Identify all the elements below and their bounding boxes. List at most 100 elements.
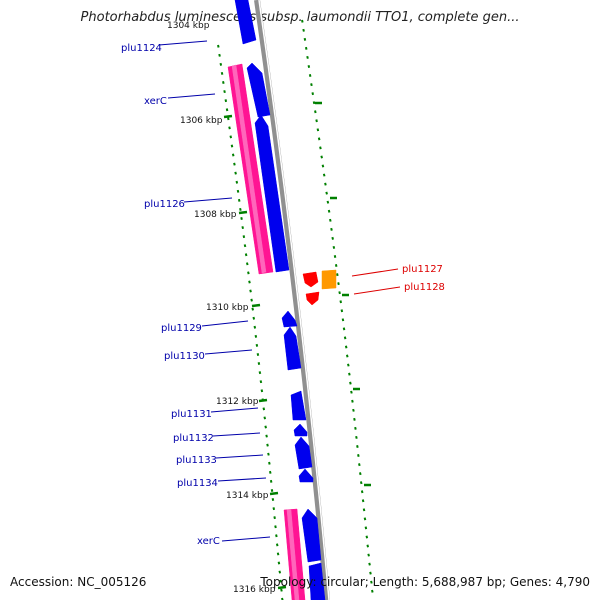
- gene-leader-line: [201, 320, 249, 327]
- inner-tick-track: [217, 44, 284, 600]
- tick-dash: [337, 282, 340, 286]
- gene-label-plu1128: plu1128: [404, 282, 445, 293]
- tick-dash: [280, 588, 283, 592]
- major-tick: [269, 491, 279, 496]
- gene-label-plu1127: plu1127: [402, 264, 443, 275]
- backbone-outer: [254, 0, 330, 600]
- tick-dash: [248, 280, 251, 284]
- cds-arrow-11: [308, 562, 326, 600]
- tick-dash: [258, 371, 262, 375]
- tick-dash: [330, 227, 333, 231]
- tick-dash: [331, 236, 334, 240]
- gene-leader-line: [210, 407, 259, 413]
- tick-dash: [229, 135, 233, 139]
- backbone-layer: [254, 0, 330, 600]
- tick-dash: [255, 343, 259, 347]
- tick-dash: [230, 144, 234, 148]
- tick-dash: [277, 561, 281, 565]
- tick-dash: [306, 55, 309, 59]
- tick-dash: [281, 597, 284, 600]
- scale-label: 1304 kbp: [167, 21, 210, 31]
- tick-dash: [308, 74, 312, 78]
- tick-dash: [365, 535, 369, 539]
- tick-dash: [325, 191, 328, 195]
- gene-leader-line: [221, 536, 271, 542]
- tick-dash: [301, 19, 304, 23]
- tick-dash: [228, 126, 231, 130]
- tick-dash: [332, 245, 336, 249]
- tick-dash: [336, 273, 339, 277]
- cds-arrow-3: [254, 114, 290, 273]
- tick-dash: [343, 336, 347, 340]
- gene-label-plu1132: plu1132: [173, 433, 214, 444]
- tick-dash: [367, 553, 370, 557]
- tick-dash: [274, 525, 277, 529]
- tick-dash: [359, 481, 363, 485]
- gene-label-plu1130: plu1130: [164, 351, 205, 362]
- gene-label-plu1126: plu1126: [144, 199, 185, 210]
- tick-dash: [355, 435, 358, 439]
- tick-dash: [239, 207, 242, 211]
- tick-dash: [237, 198, 241, 202]
- map-title: Photorhabdus luminescens subsp. laumondi…: [80, 10, 520, 25]
- tick-dash: [364, 526, 368, 530]
- tick-dash: [244, 253, 248, 257]
- tick-dash: [340, 309, 344, 313]
- tick-dash: [350, 390, 353, 394]
- label-layer: plu1124 xerC plu1126 plu1127 plu1128 plu1129 p…: [121, 21, 445, 595]
- tick-dash: [260, 389, 264, 393]
- gene-label-xerc: xerC: [144, 96, 167, 107]
- tick-dash: [240, 217, 243, 220]
- cds-arrow-1: [234, 0, 257, 45]
- gene-label-plu1133: plu1133: [176, 455, 217, 466]
- tick-dash: [245, 262, 249, 266]
- tick-dash: [235, 180, 239, 184]
- tick-dash: [247, 271, 250, 275]
- tick-dash: [344, 345, 348, 349]
- tick-dash: [273, 516, 276, 520]
- major-tick: [238, 210, 248, 215]
- scale-label: 1314 kbp: [226, 491, 269, 501]
- tick-dash: [353, 417, 356, 421]
- cds-arrow-4: [281, 310, 298, 328]
- gene-plu1128-red: [305, 291, 320, 306]
- gene-plu1127-orange: [321, 269, 337, 290]
- tick-layer: [217, 19, 374, 600]
- tick-dash: [278, 570, 282, 574]
- gene-leader-line: [351, 268, 399, 277]
- tick-dash: [303, 37, 307, 41]
- tick-dash: [253, 325, 257, 329]
- tick-dash: [352, 408, 355, 412]
- tick-dash: [256, 352, 260, 356]
- tick-dash: [339, 300, 343, 304]
- tick-dash: [268, 470, 272, 474]
- tick-dash: [326, 200, 330, 204]
- cds-arrow-8: [294, 436, 313, 470]
- tick-dash: [362, 508, 366, 512]
- gene-leader-line: [212, 432, 261, 437]
- gene-label-plu1134: plu1134: [177, 478, 218, 489]
- major-tick: [251, 303, 261, 308]
- tick-dash: [219, 62, 223, 66]
- gene-leader-line: [215, 454, 264, 459]
- scale-label: 1308 kbp: [194, 210, 237, 220]
- tick-dash: [356, 445, 359, 448]
- tick-dash: [262, 407, 266, 411]
- tick-dash: [231, 153, 235, 157]
- tick-dash: [341, 318, 345, 322]
- tick-dash: [363, 517, 367, 521]
- tick-dash: [269, 479, 273, 483]
- tick-dash: [371, 589, 374, 593]
- tick-dash: [259, 380, 263, 384]
- tick-dash: [338, 291, 341, 295]
- tick-dash: [268, 461, 271, 465]
- tick-dash: [366, 544, 370, 548]
- tick-dash: [324, 182, 327, 186]
- tick-dash: [321, 164, 325, 168]
- tick-dash: [275, 543, 279, 547]
- tick-dash: [349, 381, 352, 385]
- tick-dash: [302, 28, 305, 32]
- tick-dash: [304, 46, 308, 50]
- tick-dash: [368, 562, 371, 566]
